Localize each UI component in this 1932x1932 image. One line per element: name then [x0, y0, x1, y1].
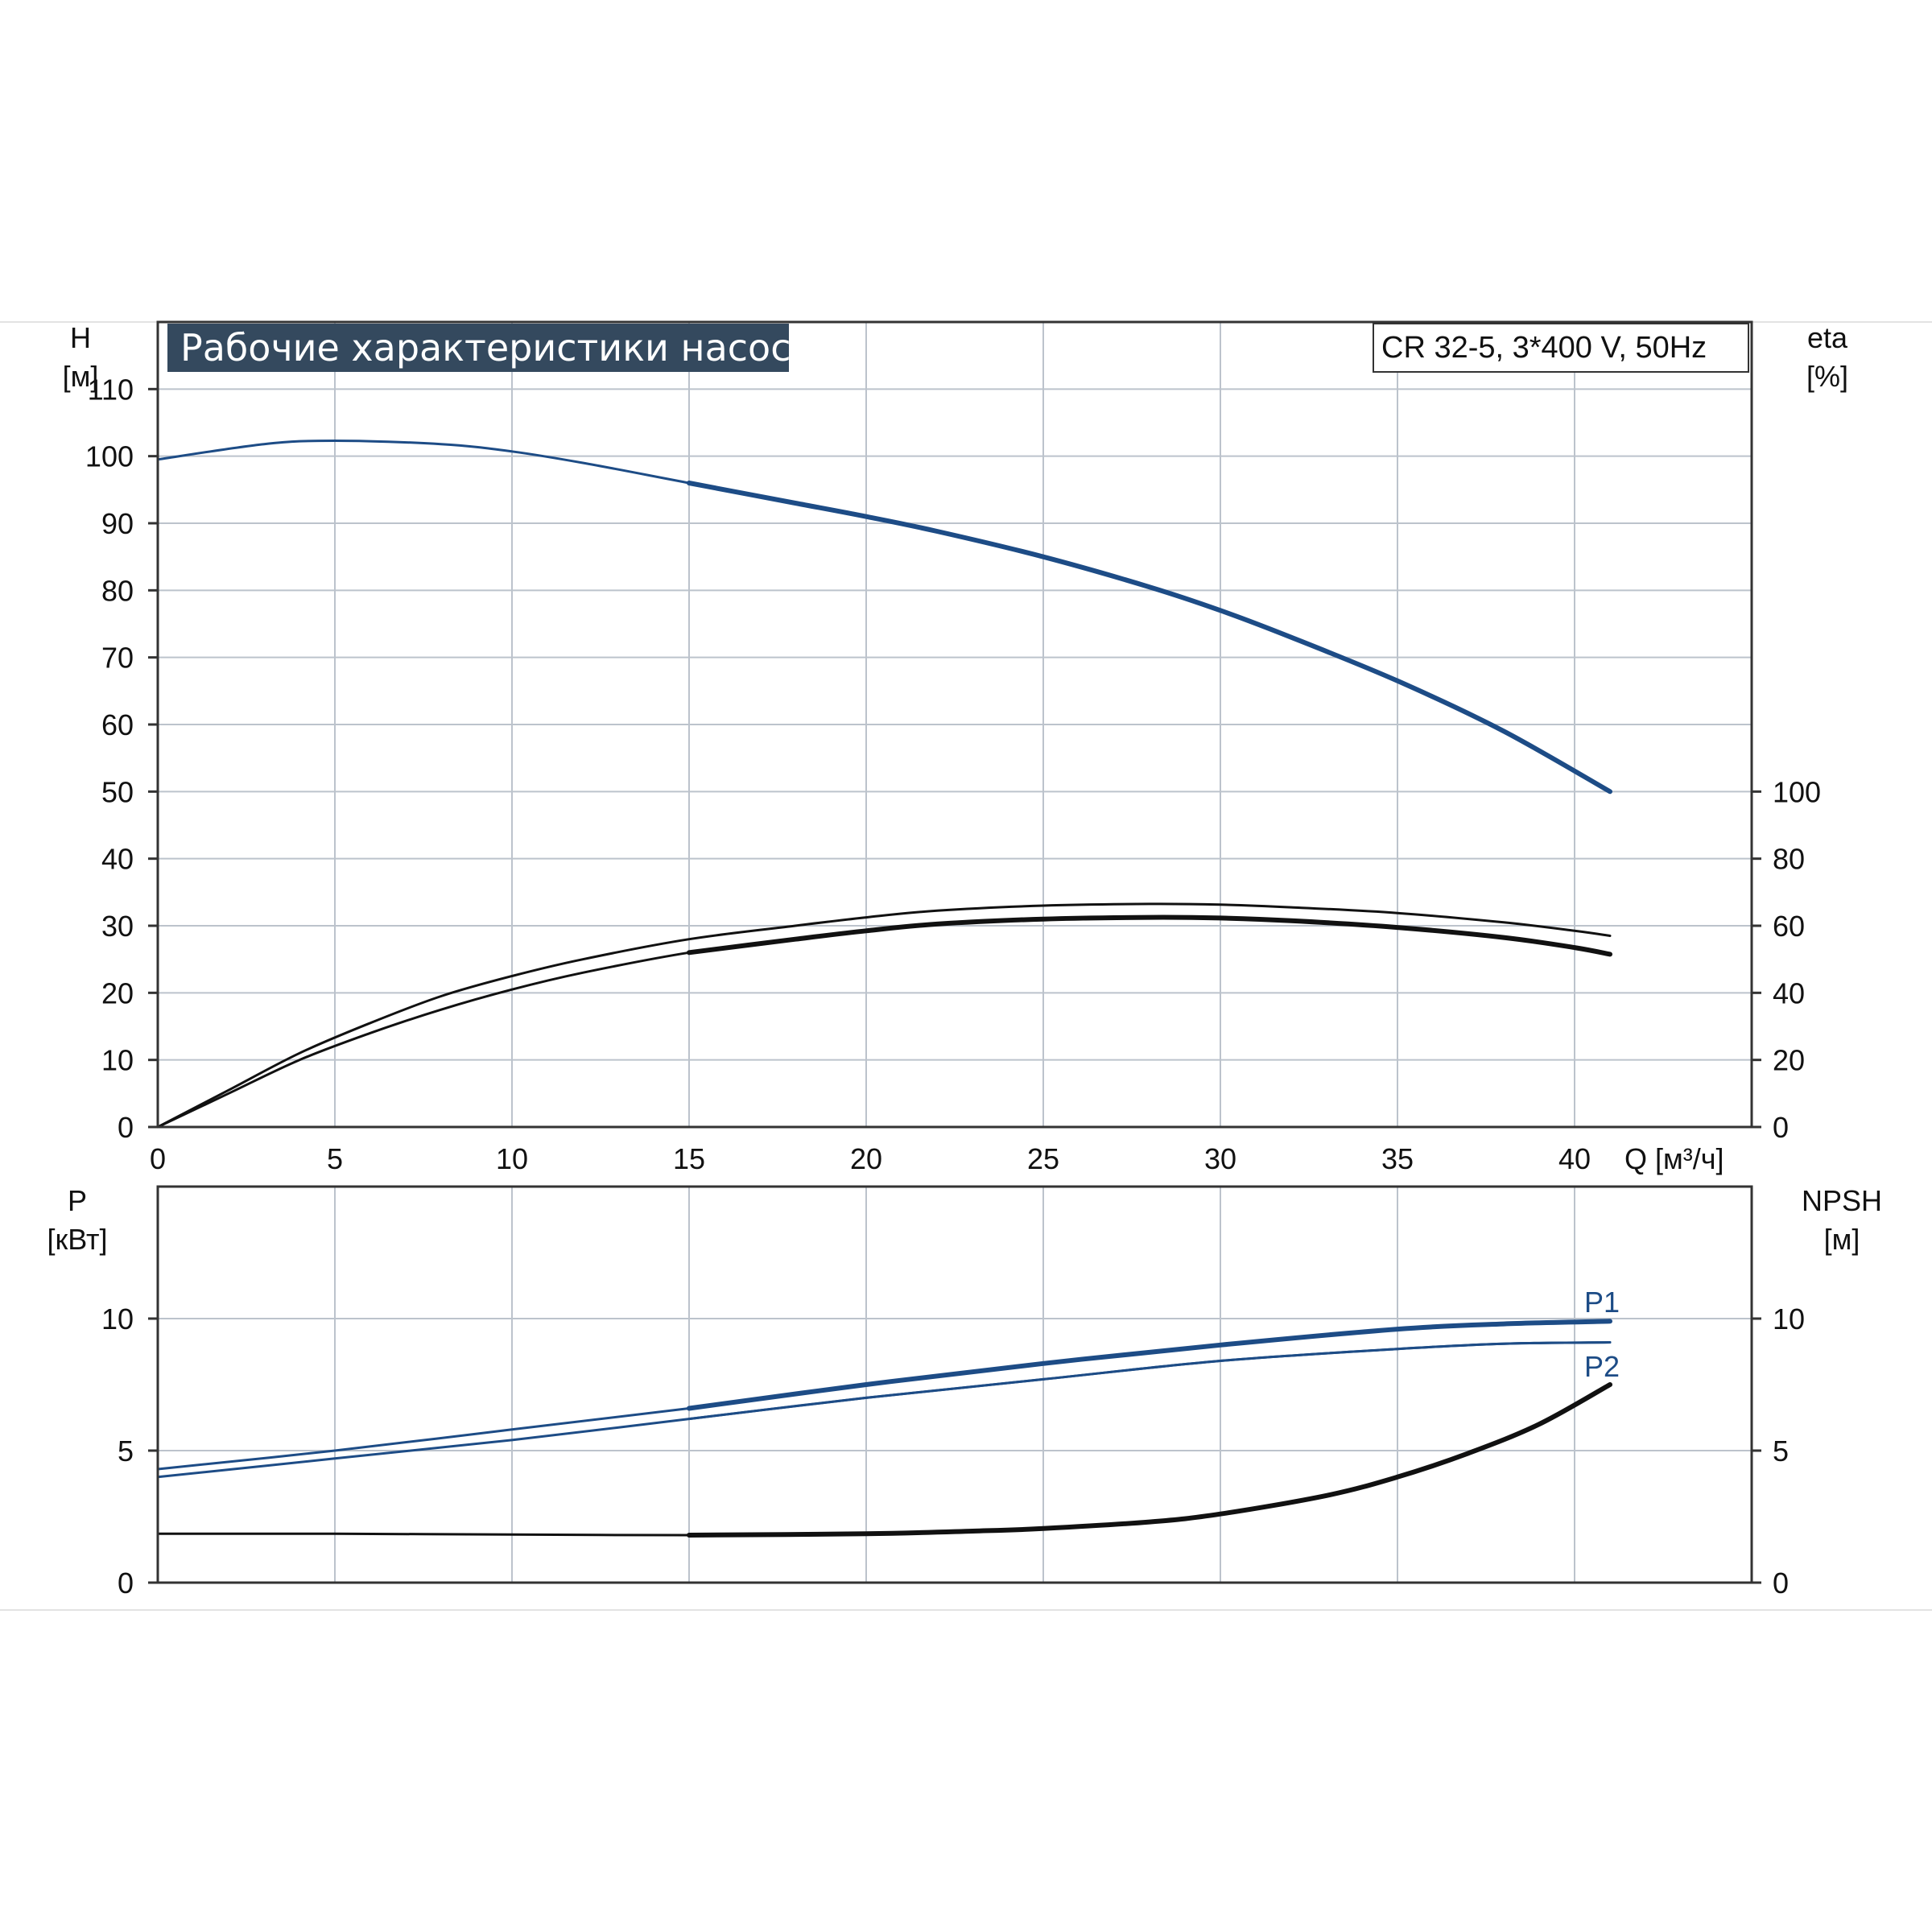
p1-curve-label: P1 — [1584, 1286, 1620, 1319]
npsh-operating-range — [687, 1382, 1612, 1538]
head-tick-label: 110 — [88, 373, 134, 406]
chart-title-box — [167, 324, 789, 372]
efficiency-operating-range — [687, 914, 1612, 957]
npsh-tick-label: 5 — [1773, 1435, 1789, 1468]
p2-curve — [156, 1341, 1612, 1479]
power-tick-label: 0 — [118, 1567, 134, 1600]
npsh-axis-unit: [м] — [1824, 1223, 1860, 1256]
efficiency-tick-label: 100 — [1773, 775, 1821, 808]
chart-title: Рабочие характеристики насоса — [180, 326, 814, 369]
p2-curve-label: P2 — [1584, 1350, 1620, 1383]
x-tick-label: 10 — [496, 1142, 528, 1175]
head-tick-label: 80 — [101, 574, 134, 607]
x-tick-label: 30 — [1204, 1142, 1236, 1175]
efficiency-tick-label: 40 — [1773, 976, 1805, 1009]
power-axis-label: P — [68, 1184, 87, 1217]
efficiency-curve — [156, 916, 1612, 1129]
x-tick-label: 25 — [1027, 1142, 1059, 1175]
bottom-plot-grid — [158, 1187, 1752, 1583]
efficiency-upper-curve — [156, 902, 1612, 1129]
head-tick-label: 70 — [101, 642, 134, 675]
efficiency-tick-label: 80 — [1773, 843, 1805, 876]
head-tick-label: 60 — [101, 708, 134, 741]
npsh-tick-label: 10 — [1773, 1302, 1805, 1335]
head-tick-label: 20 — [101, 976, 134, 1009]
power-axis-unit: [кВт] — [47, 1223, 107, 1256]
efficiency-tick-label: 20 — [1773, 1044, 1805, 1077]
x-tick-label: 0 — [150, 1142, 166, 1175]
p2-operating-range — [687, 1341, 1612, 1421]
power-tick-label: 10 — [101, 1302, 134, 1335]
model-label-box — [1373, 323, 1749, 373]
flow-axis-label: Q [м³/ч] — [1624, 1142, 1724, 1175]
head-tick-label: 50 — [101, 775, 134, 808]
top-plot-grid — [158, 322, 1752, 1127]
x-tick-label: 35 — [1381, 1142, 1414, 1175]
npsh-curve — [156, 1383, 1612, 1537]
model-label: CR 32-5, 3*400 V, 50Hz — [1381, 331, 1707, 365]
npsh-axis-label: NPSH — [1802, 1184, 1882, 1217]
efficiency-axis-unit: [%] — [1806, 360, 1848, 393]
head-tick-label: 90 — [101, 507, 134, 540]
head-tick-label: 40 — [101, 843, 134, 876]
head-tick-label: 10 — [101, 1044, 134, 1077]
p1-operating-range — [687, 1319, 1612, 1411]
head-tick-label: 100 — [85, 440, 134, 473]
head-axis-label: H — [70, 321, 91, 354]
efficiency-tick-label: 60 — [1773, 910, 1805, 943]
head-axis-unit: [м] — [63, 360, 99, 393]
npsh-tick-label: 0 — [1773, 1567, 1789, 1600]
head-tick-label: 30 — [101, 910, 134, 943]
efficiency-axis-label: eta — [1807, 321, 1848, 354]
head-tick-label: 0 — [118, 1111, 134, 1144]
x-tick-label: 15 — [673, 1142, 705, 1175]
efficiency-tick-label: 0 — [1773, 1111, 1789, 1144]
x-tick-label: 20 — [850, 1142, 882, 1175]
bottom-plot-frame — [156, 1185, 1753, 1584]
top-plot-frame — [156, 320, 1753, 1129]
head-curve — [156, 439, 1612, 793]
power-tick-label: 5 — [118, 1435, 134, 1468]
x-tick-label: 40 — [1558, 1142, 1591, 1175]
x-tick-label: 5 — [327, 1142, 343, 1175]
curves-layer — [156, 439, 1612, 1538]
head-operating-range — [687, 481, 1612, 795]
tick-labels-layer: 0 5 10 15 20 25 30 35 40010203040506070809010011… — [85, 373, 1821, 1600]
